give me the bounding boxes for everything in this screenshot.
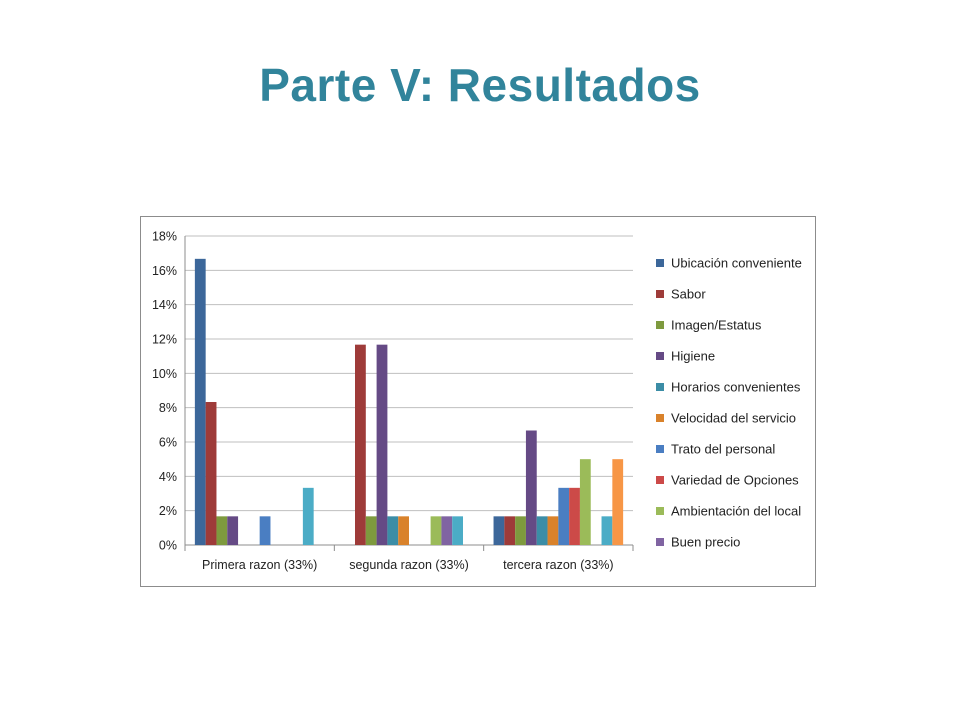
- bar: [194, 258, 206, 545]
- bar: [205, 402, 217, 545]
- y-tick-label: 4%: [159, 470, 177, 484]
- bar: [216, 516, 228, 545]
- legend-swatch: [656, 321, 664, 329]
- bar: [302, 487, 314, 545]
- legend-label: Imagen/Estatus: [671, 318, 762, 333]
- bar-chart: 0% 2% 4% 6% 8% 10% 12% 14% 16% 18% Primera razon (…: [152, 230, 802, 573]
- y-tick-label: 0%: [159, 539, 177, 553]
- bar: [612, 459, 624, 545]
- legend-label: Velocidad del servicio: [671, 411, 796, 426]
- legend-swatch: [656, 259, 664, 267]
- bar: [376, 344, 388, 545]
- bar: [536, 516, 548, 545]
- legend-label: Horarios convenientes: [671, 380, 801, 395]
- bar: [227, 516, 239, 545]
- x-tick-label: segunda razon (33%): [349, 558, 469, 572]
- bar: [601, 516, 613, 545]
- chart-frame: 0% 2% 4% 6% 8% 10% 12% 14% 16% 18% Primera razon (…: [140, 216, 816, 587]
- y-tick-label: 16%: [152, 264, 177, 278]
- bar: [504, 516, 516, 545]
- y-tick-label: 8%: [159, 401, 177, 415]
- bar: [398, 516, 409, 545]
- legend-swatch: [656, 352, 664, 360]
- y-tick-label: 12%: [152, 333, 177, 347]
- bar: [515, 516, 526, 545]
- legend-swatch: [656, 383, 664, 391]
- legend: Ubicación conveniente Sabor Imagen/Estatus…: [656, 256, 802, 550]
- bar: [365, 516, 377, 545]
- grid-lines: [185, 235, 633, 546]
- legend-label: Trato del personal: [671, 442, 775, 457]
- bar: [525, 430, 537, 545]
- legend-swatch: [656, 538, 664, 546]
- legend-swatch: [656, 507, 664, 515]
- bar: [430, 516, 442, 545]
- legend-swatch: [656, 445, 664, 453]
- bar: [569, 487, 580, 545]
- legend-swatch: [656, 414, 664, 422]
- legend-swatch: [656, 476, 664, 484]
- y-tick-label: 2%: [159, 504, 177, 518]
- legend-swatch: [656, 290, 664, 298]
- y-tick-label: 10%: [152, 367, 177, 381]
- legend-label: Sabor: [671, 287, 706, 302]
- axes: 0% 2% 4% 6% 8% 10% 12% 14% 16% 18% Primera razon (…: [152, 230, 634, 572]
- bar: [547, 516, 559, 545]
- legend-label: Higiene: [671, 349, 715, 364]
- legend-label: Ambientación del local: [671, 504, 801, 519]
- legend-label: Ubicación conveniente: [671, 256, 802, 271]
- bar: [387, 516, 399, 545]
- slide-title: Parte V: Resultados: [259, 59, 701, 111]
- x-tick-label: Primera razon (33%): [202, 558, 317, 572]
- legend-label: Variedad de Opciones: [671, 473, 799, 488]
- bar: [355, 344, 366, 545]
- y-tick-label: 14%: [152, 298, 177, 312]
- bar: [493, 516, 505, 545]
- bar: [259, 516, 271, 545]
- bar: [441, 516, 453, 545]
- bar: [579, 459, 591, 545]
- legend-label: Buen precio: [671, 535, 740, 550]
- bar: [558, 487, 570, 545]
- y-tick-label: 18%: [152, 230, 177, 244]
- bars: [194, 258, 624, 545]
- bar: [452, 516, 463, 545]
- y-tick-label: 6%: [159, 436, 177, 450]
- x-tick-label: tercera razon (33%): [503, 558, 613, 572]
